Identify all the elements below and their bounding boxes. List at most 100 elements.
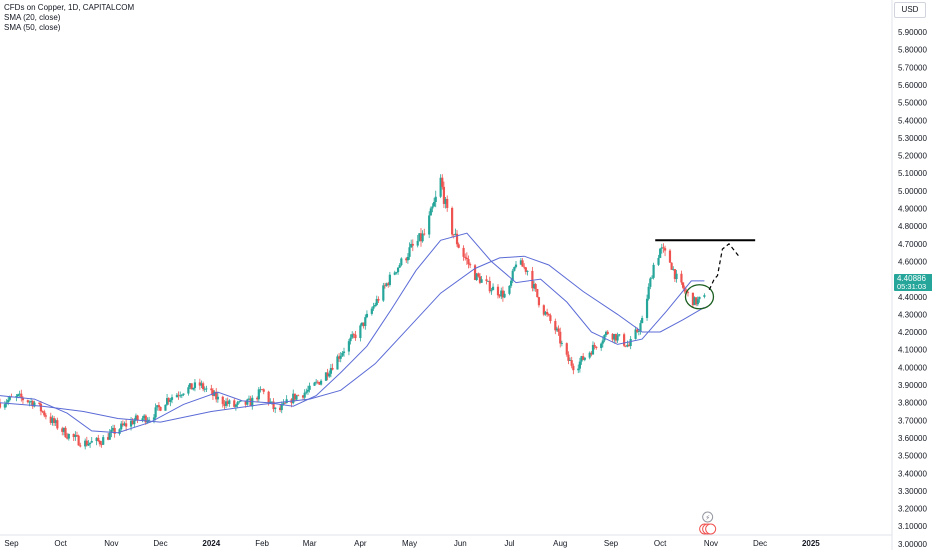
candle — [108, 429, 111, 440]
y-tick-label: 5.30000 — [898, 134, 927, 143]
candle-body — [193, 382, 197, 388]
candle-body — [387, 283, 390, 285]
candle-body — [3, 404, 7, 408]
candle — [462, 245, 465, 261]
candle-body — [467, 259, 470, 265]
candle — [572, 363, 575, 375]
candle — [455, 229, 459, 247]
candle — [315, 378, 318, 385]
x-tick-label: 2024 — [202, 539, 220, 548]
candle — [406, 253, 409, 264]
candle-body — [249, 398, 252, 407]
candle-body — [223, 404, 226, 406]
candle — [154, 403, 157, 421]
candle — [480, 276, 483, 283]
y-tick-label: 5.80000 — [898, 46, 927, 55]
candle — [647, 283, 650, 301]
candle — [328, 370, 331, 378]
candle — [203, 386, 206, 393]
candle-body — [681, 282, 685, 288]
candle-body — [434, 196, 437, 203]
candle-body — [444, 198, 447, 204]
candle-body — [165, 398, 169, 405]
candle-body — [582, 356, 585, 360]
candle — [649, 276, 652, 290]
candle — [400, 257, 403, 267]
candle-body — [691, 292, 695, 306]
candle-body — [657, 257, 660, 265]
candle-body — [416, 240, 419, 246]
candle-body — [588, 352, 591, 358]
candle-body — [675, 273, 678, 280]
candle — [421, 230, 424, 243]
candle — [446, 195, 449, 212]
candle — [75, 431, 79, 437]
candle-body — [118, 429, 121, 434]
candle-body — [110, 429, 113, 433]
candle-body — [297, 395, 300, 397]
y-tick-label: 3.00000 — [898, 540, 927, 549]
candle — [262, 388, 265, 395]
candle-body — [514, 264, 518, 267]
candle — [519, 257, 523, 266]
candle-body — [362, 322, 365, 327]
x-tick-label: Jun — [454, 539, 467, 548]
y-tick-label: 3.40000 — [898, 469, 927, 478]
candle-body — [342, 351, 346, 353]
last-price-countdown: 05:31:03 — [897, 282, 927, 291]
candle-body — [442, 186, 446, 204]
candle — [246, 398, 249, 406]
candle-body — [446, 198, 449, 208]
candle-body — [187, 387, 190, 394]
candle-body — [614, 334, 618, 341]
candle-body — [293, 393, 296, 400]
candle — [691, 292, 695, 308]
candle-body — [143, 415, 146, 419]
legend-sma50[interactable]: SMA (50, close) — [4, 23, 61, 32]
candle — [511, 268, 514, 284]
candle — [54, 418, 57, 427]
candle — [337, 353, 341, 363]
legend-title: CFDs on Copper, 1D, CAPITALCOM — [4, 3, 135, 12]
legend-sma20[interactable]: SMA (20, close) — [4, 13, 61, 22]
y-tick-label: 4.70000 — [898, 240, 927, 249]
currency-button[interactable]: USD — [894, 2, 926, 18]
candle-body — [167, 398, 170, 402]
y-tick-label: 5.50000 — [898, 99, 927, 108]
candle-body — [26, 400, 29, 403]
candle-body — [331, 367, 334, 370]
candle — [159, 406, 162, 412]
candle — [280, 401, 283, 414]
y-tick-label: 3.20000 — [898, 505, 927, 514]
candle-body — [177, 394, 180, 396]
candle-body — [441, 177, 444, 187]
candle — [568, 357, 572, 361]
candle-body — [318, 382, 321, 385]
candles — [0, 174, 706, 450]
candle-body — [234, 404, 237, 407]
candle — [657, 254, 660, 266]
candle-body — [465, 257, 468, 260]
candle-body — [79, 445, 82, 447]
candle-body — [44, 415, 47, 417]
candle-body — [98, 441, 102, 445]
y-tick-label: 3.10000 — [898, 522, 927, 531]
candle-body — [496, 286, 500, 296]
candle — [577, 364, 580, 374]
candle-body — [423, 233, 426, 235]
candle — [120, 421, 123, 431]
candle — [618, 333, 621, 337]
candle-body — [627, 344, 631, 347]
candle — [131, 417, 134, 425]
candle — [387, 281, 390, 288]
candle — [193, 379, 197, 392]
candle — [31, 399, 34, 409]
candle-body — [532, 284, 536, 289]
candle — [157, 402, 160, 411]
candle-body — [577, 368, 580, 371]
candle — [410, 239, 413, 249]
candle-body — [247, 398, 251, 400]
candle — [375, 295, 378, 307]
